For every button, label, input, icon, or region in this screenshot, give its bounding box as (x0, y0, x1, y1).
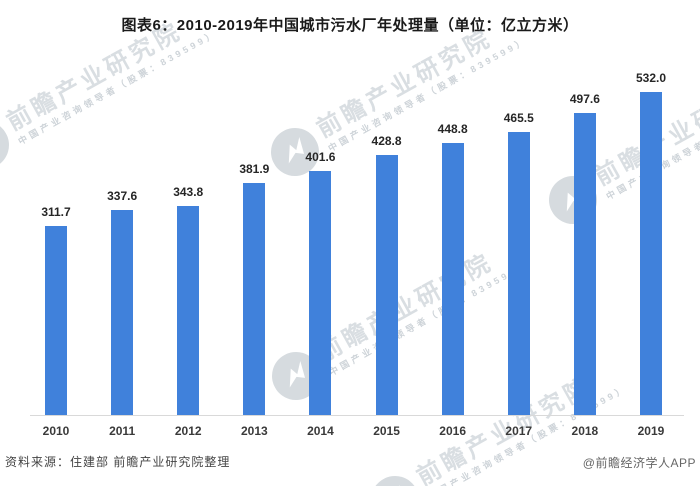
bar-value-label: 401.6 (305, 150, 336, 164)
bar-2019 (639, 92, 662, 415)
x-axis-tick-label: 2012 (174, 424, 202, 438)
bar-value-label: 428.8 (371, 134, 402, 148)
chart-title: 图表6：2010-2019年中国城市污水厂年处理量（单位：亿立方米） (121, 17, 579, 34)
x-axis-tick-label: 2017 (505, 424, 533, 438)
bar-2010 (45, 226, 67, 415)
x-axis-tick-label: 2011 (109, 424, 136, 438)
source-note: 资料来源：住建部 前瞻产业研究院整理 (5, 455, 231, 469)
bar-2018 (573, 113, 596, 415)
watermark-brand-text: 前瞻产业研究院 (313, 248, 498, 367)
bar-value-label: 381.9 (239, 162, 270, 176)
x-axis-line (30, 415, 684, 416)
bar-2013 (243, 183, 266, 415)
x-axis-tick-label: 2010 (42, 424, 70, 438)
bar-value-label: 343.8 (173, 185, 204, 199)
x-axis-tick-label: 2014 (307, 424, 334, 438)
qianzhan-logo-icon (371, 476, 419, 486)
x-axis-tick-label: 2018 (571, 424, 599, 438)
watermark-tagline-text: 中国产业咨询领导者（股票：839599） (16, 27, 219, 147)
x-axis-tick-label: 2019 (637, 424, 665, 438)
x-axis-tick-label: 2016 (439, 424, 466, 438)
credit-note: @前瞻经济学人APP (582, 456, 696, 470)
bar-value-label: 465.5 (503, 111, 534, 125)
bar-value-label: 497.6 (569, 92, 600, 106)
x-axis-tick-label: 2013 (240, 424, 268, 438)
bar-2017 (507, 132, 530, 415)
bar-value-label: 337.6 (107, 189, 138, 203)
qianzhan-logo-icon (0, 121, 9, 169)
bar-2012 (177, 206, 200, 415)
bar-2015 (375, 155, 398, 415)
watermark: 前瞻产业研究院中国产业咨询领导者（股票：839599） (263, 230, 532, 408)
bar-2011 (111, 210, 134, 415)
bar-2016 (441, 143, 464, 415)
bar-2014 (309, 171, 332, 415)
bar-value-label: 532.0 (635, 71, 666, 85)
bar-value-label: 448.8 (437, 122, 468, 136)
x-axis-tick-label: 2015 (373, 424, 400, 438)
watermark-tagline-text: 中国产业咨询领导者（股票：839599） (327, 258, 530, 378)
bar-value-label: 311.7 (41, 205, 71, 219)
